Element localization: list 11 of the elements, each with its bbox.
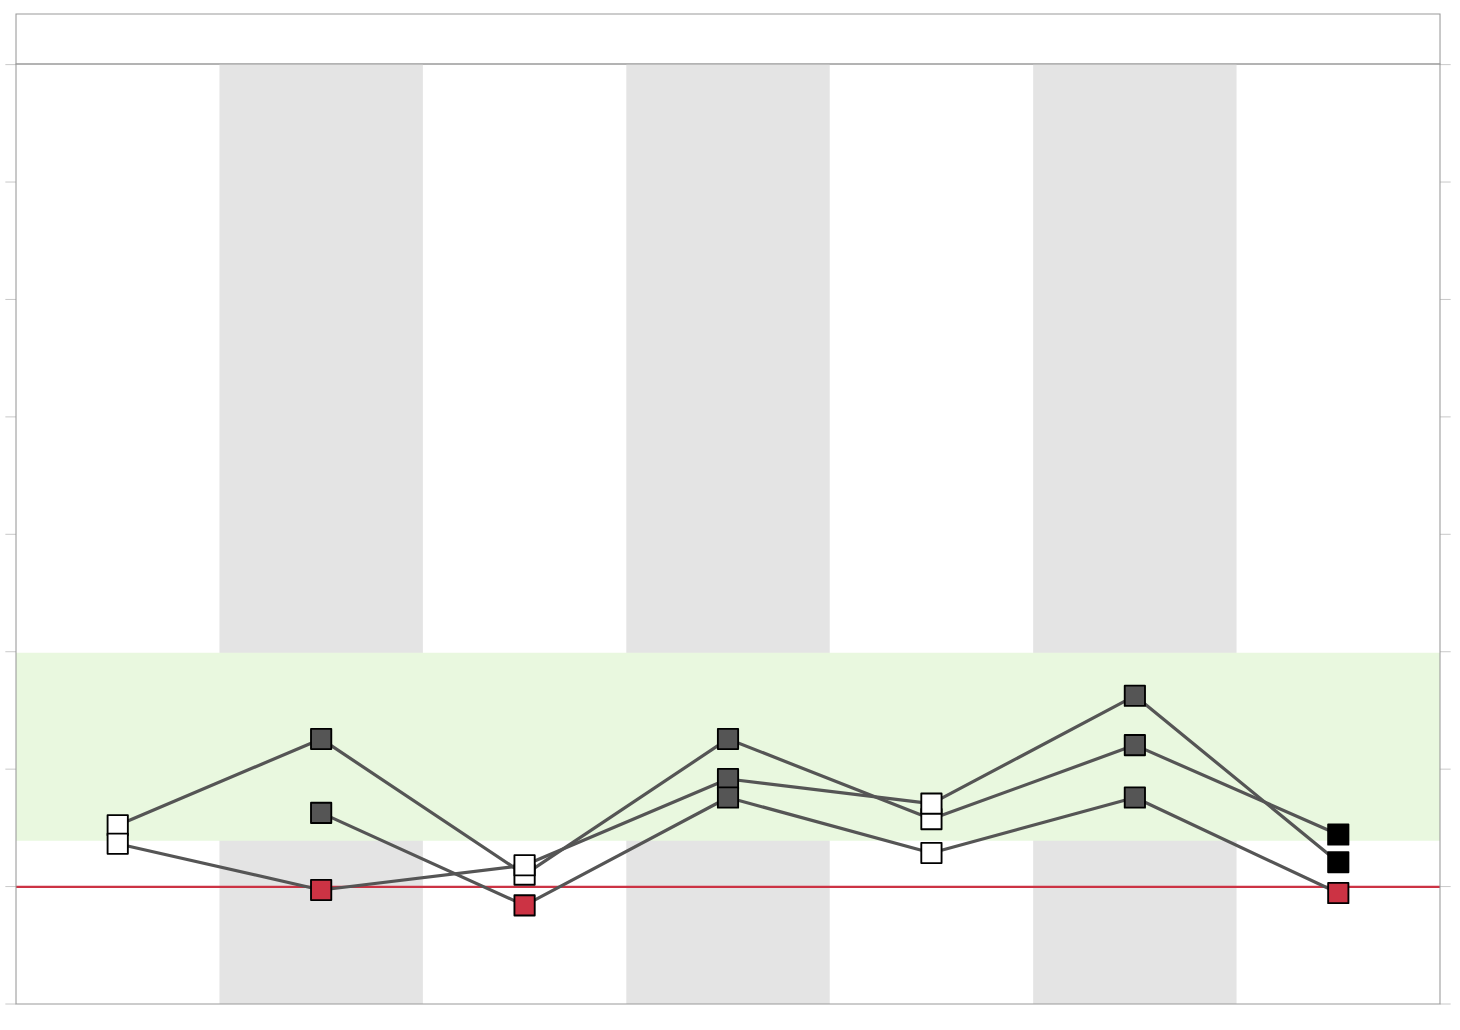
- point: [310, 878, 333, 902]
- point: [1123, 786, 1146, 809]
- point: [1327, 823, 1350, 846]
- point: [310, 801, 333, 824]
- point: [716, 786, 740, 809]
- point: [513, 854, 536, 877]
- point: [1327, 851, 1350, 874]
- point: [513, 894, 536, 917]
- point: [106, 832, 129, 855]
- point: [1327, 881, 1350, 905]
- point: [920, 792, 943, 815]
